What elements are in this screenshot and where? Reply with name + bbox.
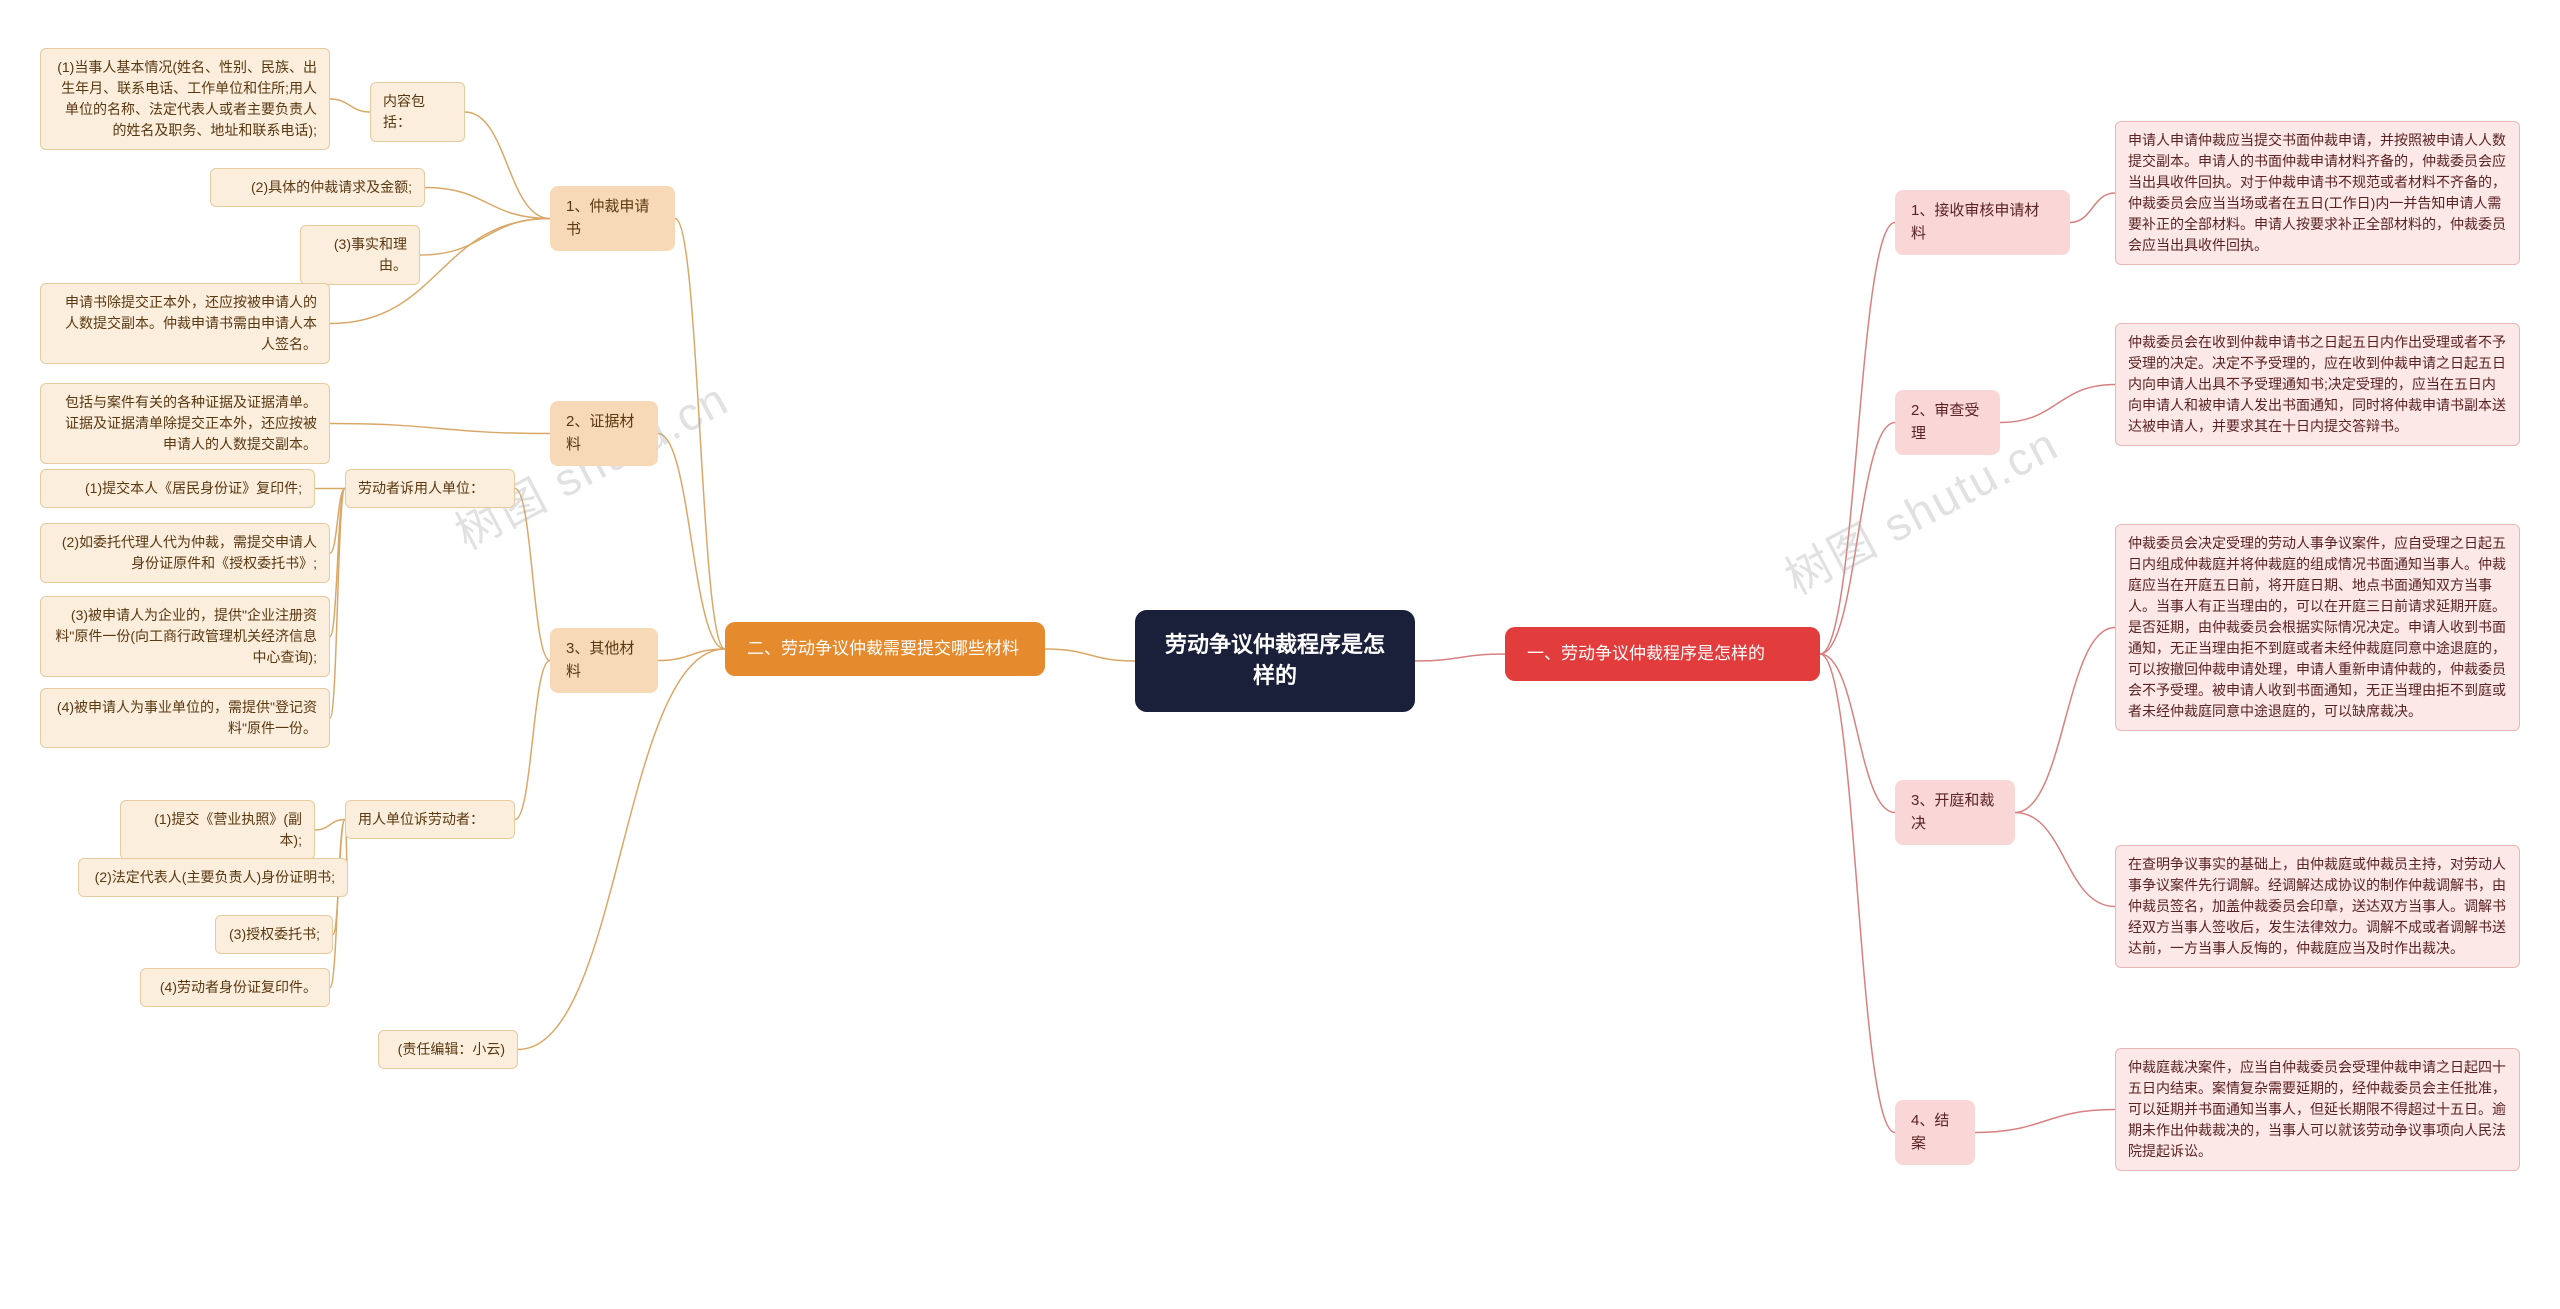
section-2-item-3-sub-b-leaf-4: (4)劳动者身份证复印件。 (140, 968, 330, 1007)
section-2-item-3-sub-b-leaf-3: (3)授权委托书; (215, 915, 333, 954)
section-2-item-3: 3、其他材料 (550, 628, 658, 693)
section-2-item-1-leaf-4: 申请书除提交正本外，还应按被申请人的人数提交副本。仲裁申请书需由申请人本人签名。 (40, 283, 330, 364)
section-2-item-2-leaf: 包括与案件有关的各种证据及证据清单。证据及证据清单除提交正本外，还应按被申请人的… (40, 383, 330, 464)
section-2-item-1-leaf-3: (3)事实和理由。 (300, 225, 420, 285)
section-1-item-3: 3、开庭和裁决 (1895, 780, 2015, 845)
section-2-item-1-sub-1-leaf: (1)当事人基本情况(姓名、性别、民族、出生年月、联系电话、工作单位和住所;用人… (40, 48, 330, 150)
section-2: 二、劳动争议仲裁需要提交哪些材料 (725, 622, 1045, 676)
section-2-item-3-sub-a-leaf-2: (2)如委托代理人代为仲裁，需提交申请人身份证原件和《授权委托书》; (40, 523, 330, 583)
section-1-item-3-desc-a: 仲裁委员会决定受理的劳动人事争议案件，应自受理之日起五日内组成仲裁庭并将仲裁庭的… (2115, 524, 2520, 731)
section-2-item-1-leaf-2: (2)具体的仲裁请求及金额; (210, 168, 425, 207)
mindmap-canvas: 树图 shutu.cn 树图 shutu.cn 劳动争议仲裁程序是怎样的 一、劳… (0, 0, 2560, 1309)
section-1-item-4-desc: 仲裁庭裁决案件，应当自仲裁委员会受理仲裁申请之日起四十五日内结束。案情复杂需要延… (2115, 1048, 2520, 1171)
section-2-footer: (责任编辑：小云) (378, 1030, 518, 1069)
section-2-item-3-sub-a-leaf-4: (4)被申请人为事业单位的，需提供"登记资料"原件一份。 (40, 688, 330, 748)
section-2-item-3-sub-b-leaf-1: (1)提交《营业执照》(副本); (120, 800, 315, 860)
section-1-item-2: 2、审查受理 (1895, 390, 2000, 455)
section-1-item-1-desc: 申请人申请仲裁应当提交书面仲裁申请，并按照被申请人人数提交副本。申请人的书面仲裁… (2115, 121, 2520, 265)
section-2-item-3-sub-a: 劳动者诉用人单位： (345, 469, 515, 508)
root-node: 劳动争议仲裁程序是怎样的 (1135, 610, 1415, 712)
section-1: 一、劳动争议仲裁程序是怎样的 (1505, 627, 1820, 681)
section-2-item-1: 1、仲裁申请书 (550, 186, 675, 251)
section-2-item-3-sub-b: 用人单位诉劳动者： (345, 800, 515, 839)
section-1-item-1: 1、接收审核申请材料 (1895, 190, 2070, 255)
section-2-item-3-sub-a-leaf-3: (3)被申请人为企业的，提供"企业注册资料"原件一份(向工商行政管理机关经济信息… (40, 596, 330, 677)
section-2-item-3-sub-b-leaf-2: (2)法定代表人(主要负责人)身份证明书; (78, 858, 348, 897)
section-2-item-1-sub-1: 内容包括： (370, 82, 465, 142)
section-2-item-3-sub-a-leaf-1: (1)提交本人《居民身份证》复印件; (40, 469, 315, 508)
section-2-item-2: 2、证据材料 (550, 401, 658, 466)
section-1-item-3-desc-b: 在查明争议事实的基础上，由仲裁庭或仲裁员主持，对劳动人事争议案件先行调解。经调解… (2115, 845, 2520, 968)
section-1-item-2-desc: 仲裁委员会在收到仲裁申请书之日起五日内作出受理或者不予受理的决定。决定不予受理的… (2115, 323, 2520, 446)
section-1-item-4: 4、结案 (1895, 1100, 1975, 1165)
